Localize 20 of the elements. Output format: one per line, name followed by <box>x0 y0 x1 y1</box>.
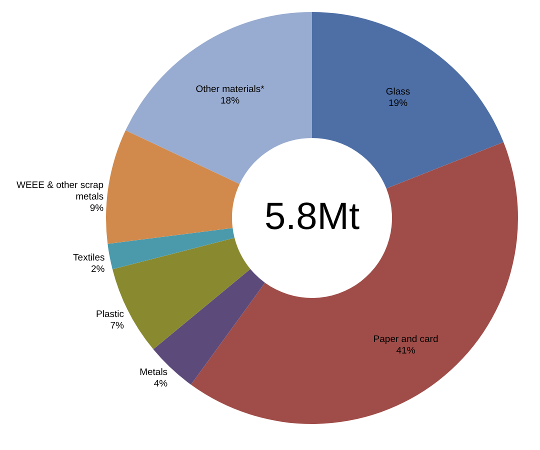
slice-label: Plastic <box>96 308 124 320</box>
donut-slice <box>108 228 235 270</box>
slice-label: Metals <box>140 366 168 378</box>
text: 5.8Mt <box>264 196 360 238</box>
slice-label: Paper and card <box>373 334 438 345</box>
slice-label: Glass <box>386 86 410 98</box>
data-label: 19% <box>388 98 408 109</box>
donut-slice <box>312 12 504 189</box>
slice-label: Other materials* <box>196 84 265 95</box>
donut-slice <box>126 12 312 184</box>
slice-label: WEEE & other scrap metals <box>16 180 104 202</box>
donut-slice <box>106 130 240 244</box>
data-label: 7% <box>110 320 125 332</box>
slice-label: Textiles <box>73 252 105 264</box>
data-label: 9% <box>90 202 104 214</box>
data-label: 18% <box>220 95 240 106</box>
data-label: 2% <box>91 264 106 276</box>
data-label: 41% <box>396 345 416 356</box>
donut-slice <box>190 142 518 424</box>
data-label: 4% <box>154 378 168 390</box>
